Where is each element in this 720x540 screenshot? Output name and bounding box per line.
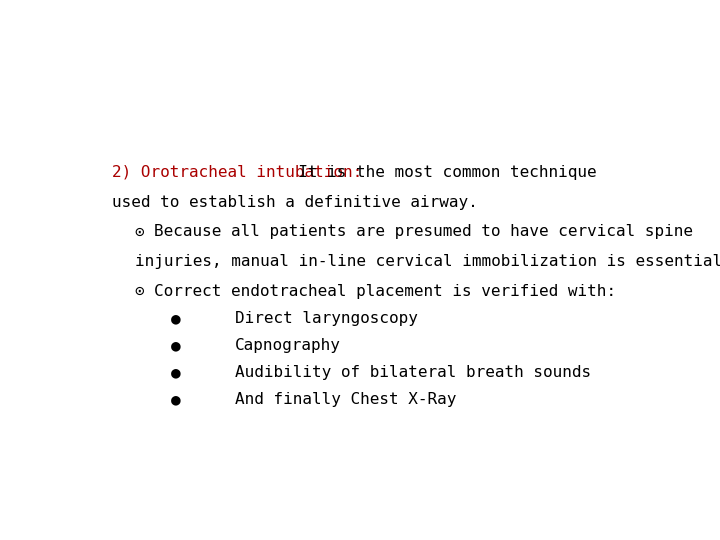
Text: It is the most common technique: It is the most common technique [279, 165, 597, 180]
Text: used to establish a definitive airway.: used to establish a definitive airway. [112, 194, 478, 210]
Text: Direct laryngoscopy: Direct laryngoscopy [235, 312, 418, 326]
Text: ●: ● [171, 366, 181, 380]
Text: Correct endotracheal placement is verified with:: Correct endotracheal placement is verifi… [154, 285, 616, 299]
Text: Because all patients are presumed to have cervical spine: Because all patients are presumed to hav… [154, 225, 693, 239]
Text: Audibility of bilateral breath sounds: Audibility of bilateral breath sounds [235, 366, 591, 380]
Text: And finally Chest X-Ray: And finally Chest X-Ray [235, 393, 456, 408]
Text: ●: ● [171, 312, 181, 326]
Text: ⊙: ⊙ [135, 285, 144, 299]
Text: ●: ● [171, 393, 181, 408]
Text: ⊙: ⊙ [135, 225, 144, 239]
Text: ●: ● [171, 339, 181, 353]
Text: 2) Orotracheal intubation:: 2) Orotracheal intubation: [112, 165, 363, 180]
Text: injuries, manual in-line cervical immobilization is essential.: injuries, manual in-line cervical immobi… [135, 254, 720, 269]
Text: Capnography: Capnography [235, 339, 341, 353]
